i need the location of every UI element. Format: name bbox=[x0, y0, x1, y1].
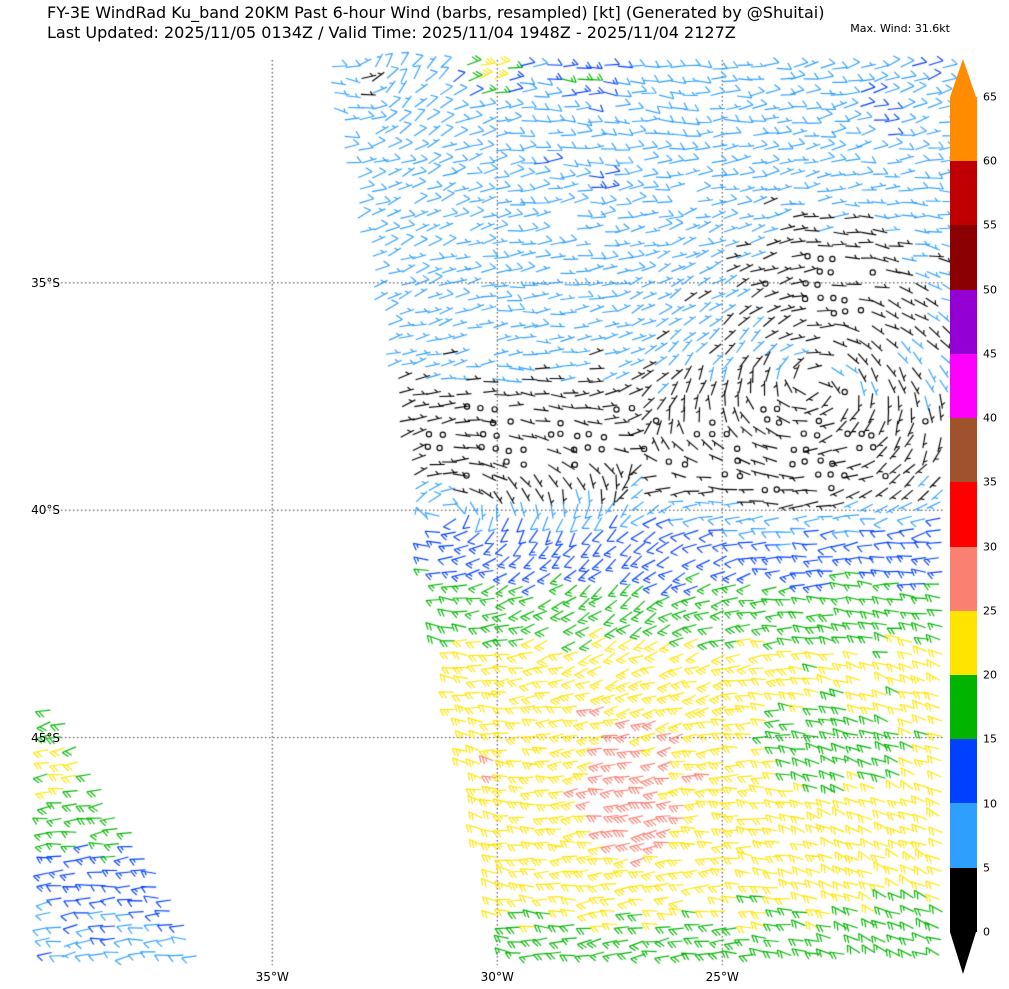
colorbar-segment-35-40 bbox=[950, 418, 977, 483]
lat-tick-label: 40°S bbox=[31, 503, 60, 518]
lon-tick-label: 35°W bbox=[255, 970, 289, 984]
colorbar-under-arrow bbox=[950, 931, 976, 974]
colorbar-tick-label: 5 bbox=[983, 861, 990, 875]
colorbar-tick-label: 40 bbox=[983, 411, 997, 425]
colorbar-over-arrow bbox=[950, 59, 976, 97]
colorbar-segment-50-55 bbox=[950, 225, 977, 290]
colorbar-tick-label: 60 bbox=[983, 154, 997, 168]
lon-tick-label: 30°W bbox=[480, 970, 514, 984]
wind-speed-colorbar bbox=[950, 59, 977, 974]
colorbar-segment-15-20 bbox=[950, 674, 977, 740]
colorbar-tick-label: 25 bbox=[983, 604, 997, 618]
colorbar-segment-40-45 bbox=[950, 353, 977, 419]
colorbar-segment-0-5 bbox=[950, 867, 977, 932]
colorbar-segment-5-10 bbox=[950, 803, 977, 868]
colorbar-segment-55-60 bbox=[950, 161, 977, 226]
colorbar-segment-20-25 bbox=[950, 610, 977, 675]
colorbar-tick-label: 10 bbox=[983, 797, 997, 811]
colorbar-tick-label: 15 bbox=[983, 732, 997, 746]
colorbar-tick-label: 0 bbox=[983, 925, 990, 939]
colorbar-tick-label: 55 bbox=[983, 218, 997, 232]
colorbar-segment-10-15 bbox=[950, 739, 977, 804]
colorbar-tick-label: 50 bbox=[983, 283, 997, 297]
colorbar-tick-label: 65 bbox=[983, 90, 997, 104]
colorbar-segment-45-50 bbox=[950, 289, 977, 354]
colorbar-tick-label: 35 bbox=[983, 475, 997, 489]
lon-tick-label: 25°W bbox=[705, 970, 739, 984]
colorbar-tick-label: 20 bbox=[983, 668, 997, 682]
colorbar-tick-label: 30 bbox=[983, 540, 997, 554]
colorbar-segment-60-65 bbox=[950, 97, 977, 162]
colorbar-tick-label: 45 bbox=[983, 347, 997, 361]
lat-tick-label: 35°S bbox=[31, 275, 60, 290]
colorbar-segment-30-35 bbox=[950, 482, 977, 547]
colorbar-segment-25-30 bbox=[950, 546, 977, 611]
lat-tick-label: 45°S bbox=[31, 730, 60, 745]
